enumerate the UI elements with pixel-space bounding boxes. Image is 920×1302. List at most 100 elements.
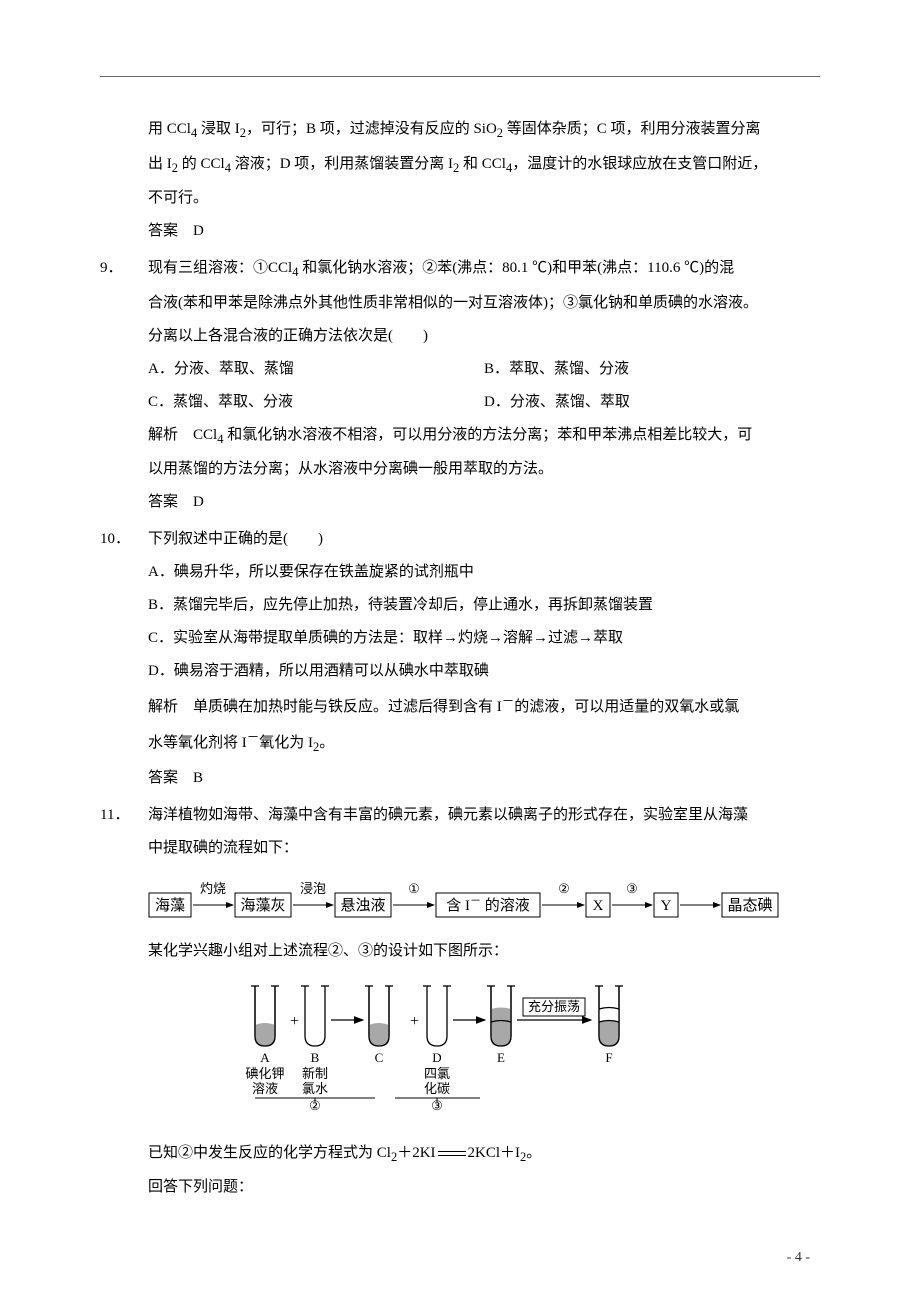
tube-sub-b2: 氯水 xyxy=(302,1081,328,1096)
q10-explanation-2: 水等氧化剂将 I－氧化为 I2。 xyxy=(148,724,820,762)
q11-after-flow: 某化学兴趣小组对上述流程②、③的设计如下图所示： xyxy=(100,935,820,968)
prev-line-2: 出 I2 的 CCl4 溶液；D 项，利用蒸馏装置分离 I2 和 CCl4，温度… xyxy=(148,148,820,183)
text: 2KCl＋I xyxy=(468,1145,521,1161)
question-9: 9． 现有三组溶液：①CCl4 和氯化钠水溶液；②苯(沸点：80.1 ℃)和甲苯… xyxy=(100,252,820,519)
text: 。 xyxy=(526,1145,541,1161)
q10-stem-row: 10． 下列叙述中正确的是( ) A．碘易升华，所以要保存在铁盖旋紧的试剂瓶中 … xyxy=(100,523,820,795)
tube-sub-d2: 化碳 xyxy=(424,1081,450,1096)
tube-label-b: B xyxy=(311,1050,320,1065)
flow-arrow-label-2: 浸泡 xyxy=(300,881,326,896)
svg-text:+: + xyxy=(410,1013,419,1030)
text: 氧化为 I xyxy=(259,735,313,751)
q10-explanation-1: 解析 单质碘在加热时能与铁反应。过滤后得到含有 I－的滤液，可以用适量的双氧水或… xyxy=(148,688,820,724)
q9-options-row-1: A．分液、萃取、蒸馏 B．萃取、蒸馏、分液 xyxy=(148,353,820,386)
q9-explanation-1: 解析 CCl4 和氯化钠水溶液不相溶，可以用分液的方法分离；苯和甲苯沸点相差比较… xyxy=(148,419,820,454)
tube-label-c: C xyxy=(375,1050,384,1065)
tube-label-d: D xyxy=(432,1050,441,1065)
flow-box-3: 悬浊液 xyxy=(340,897,385,914)
text: 用 CCl xyxy=(148,121,191,137)
flow-box-7: 晶态碘 xyxy=(727,897,772,914)
text: ＋2KI xyxy=(397,1145,435,1161)
q9-answer: 答案 D xyxy=(148,486,820,519)
text: 。 xyxy=(319,735,334,751)
q9-number: 9． xyxy=(100,252,148,519)
header-rule xyxy=(100,76,820,77)
flow-box-5: X xyxy=(593,898,604,914)
text: 已知②中发生反应的化学方程式为 Cl xyxy=(148,1145,391,1161)
q9-option-b: B．萃取、蒸馏、分液 xyxy=(484,353,820,386)
text: 解析 单质碘在加热时能与铁反应。过滤后得到含有 I xyxy=(148,699,502,715)
text: ，可行；B 项，过滤掉没有反应的 SiO xyxy=(246,121,497,137)
q9-stem-row: 9． 现有三组溶液：①CCl4 和氯化钠水溶液；②苯(沸点：80.1 ℃)和甲苯… xyxy=(100,252,820,519)
tube-sub-d1: 四氯 xyxy=(424,1066,450,1081)
eq-line xyxy=(438,1151,466,1156)
q10-stem: 下列叙述中正确的是( ) xyxy=(148,523,820,556)
tube-sub-a1: 碘化钾 xyxy=(245,1066,284,1081)
q9-option-a: A．分液、萃取、蒸馏 xyxy=(148,353,484,386)
q11-tail: 回答下列问题： xyxy=(100,1171,820,1204)
text: 解析 CCl xyxy=(148,427,217,443)
text: 水等氧化剂将 I xyxy=(148,735,247,751)
q11-body: 海洋植物如海带、海藻中含有丰富的碘元素，碘元素以碘离子的形式存在，实验室里从海藻… xyxy=(148,799,820,865)
q11-stem-1: 海洋植物如海带、海藻中含有丰富的碘元素，碘元素以碘离子的形式存在，实验室里从海藻 xyxy=(148,799,820,832)
q9-option-d: D．分液、蒸馏、萃取 xyxy=(484,386,820,419)
q10-number: 10． xyxy=(100,523,148,795)
q11-stem-2: 中提取碘的流程如下： xyxy=(148,832,820,865)
q9-stem-1: 现有三组溶液：①CCl4 和氯化钠水溶液；②苯(沸点：80.1 ℃)和甲苯(沸点… xyxy=(148,252,820,287)
text: ，温度计的水银球应放在支管口附近， xyxy=(512,156,767,172)
text: 的滤液，可以用适量的双氧水或氯 xyxy=(514,699,739,715)
q11-equation: 已知②中发生反应的化学方程式为 Cl2＋2KI2KCl＋I2。 xyxy=(100,1137,820,1172)
q9-body: 现有三组溶液：①CCl4 和氯化钠水溶液；②苯(沸点：80.1 ℃)和甲苯(沸点… xyxy=(148,252,820,519)
page: 用 CCl4 浸取 I2，可行；B 项，过滤掉没有反应的 SiO2 等固体杂质；… xyxy=(0,0,920,1302)
flow-arrow-label-4: ② xyxy=(558,881,570,896)
q10-answer: 答案 B xyxy=(148,762,820,795)
q11-number: 11． xyxy=(100,799,148,865)
q11-stem-row: 11． 海洋植物如海带、海藻中含有丰富的碘元素，碘元素以碘离子的形式存在，实验室… xyxy=(100,799,820,865)
q10-body: 下列叙述中正确的是( ) A．碘易升华，所以要保存在铁盖旋紧的试剂瓶中 B．蒸馏… xyxy=(148,523,820,795)
text: 和 CCl xyxy=(459,156,506,172)
test-tube-diagram: + + xyxy=(100,976,820,1131)
text: 的 CCl xyxy=(178,156,225,172)
text: 溶液；D 项，利用蒸馏装置分离 I xyxy=(231,156,453,172)
flow-box-6: Y xyxy=(661,898,672,914)
tube-label-f: F xyxy=(605,1050,612,1065)
flow-arrow-label-1: 灼烧 xyxy=(200,881,226,896)
question-10: 10． 下列叙述中正确的是( ) A．碘易升华，所以要保存在铁盖旋紧的试剂瓶中 … xyxy=(100,523,820,795)
text: 和氯化钠水溶液；②苯(沸点：80.1 ℃)和甲苯(沸点：110.6 ℃)的混 xyxy=(298,260,734,276)
q10-option-b: B．蒸馏完毕后，应先停止加热，待装置冷却后，停止通水，再拆卸蒸馏装置 xyxy=(148,589,820,622)
text: 和氯化钠水溶液不相溶，可以用分液的方法分离；苯和甲苯沸点相差比较大，可 xyxy=(223,427,752,443)
tube-sub-b1: 新制 xyxy=(302,1066,328,1081)
prev-line-3: 不可行。 xyxy=(148,182,820,215)
q9-options-row-2: C．蒸馏、萃取、分液 D．分液、蒸馏、萃取 xyxy=(148,386,820,419)
q10-option-d: D．碘易溶于酒精，所以用酒精可以从碘水中萃取碘 xyxy=(148,655,820,688)
tubes-svg: + + xyxy=(235,976,685,1126)
tube-label-e: E xyxy=(497,1050,505,1065)
tube-sub-a2: 溶液 xyxy=(252,1081,278,1096)
sup-minus: － xyxy=(247,730,260,744)
prev-answer: 答案 D xyxy=(148,215,820,248)
prev-line-1: 用 CCl4 浸取 I2，可行；B 项，过滤掉没有反应的 SiO2 等固体杂质；… xyxy=(148,113,820,148)
flow-box-1: 海藻 xyxy=(155,897,185,914)
q10-option-c: C．实验室从海带提取单质碘的方法是：取样→灼烧→溶解→过滤→萃取 xyxy=(148,622,820,655)
text: 现有三组溶液：①CCl xyxy=(148,260,292,276)
sup-minus: － xyxy=(502,694,515,708)
text: 出 I xyxy=(148,156,172,172)
prev-question-continuation: 用 CCl4 浸取 I2，可行；B 项，过滤掉没有反应的 SiO2 等固体杂质；… xyxy=(100,113,820,248)
flow-box-2: 海藻灰 xyxy=(240,897,285,914)
shake-label: 充分振荡 xyxy=(528,999,580,1014)
q9-stem-3: 分离以上各混合液的正确方法依次是( ) xyxy=(148,320,820,353)
svg-text:+: + xyxy=(290,1013,299,1030)
page-number: - 4 - xyxy=(787,1250,810,1266)
flow-diagram: 海藻 灼烧 海藻灰 浸泡 悬浊液 ① 含 I－ 的溶液 ② X ③ xyxy=(148,879,820,925)
flow-svg: 海藻 灼烧 海藻灰 浸泡 悬浊液 ① 含 I－ 的溶液 ② X ③ xyxy=(148,879,816,925)
text: 浸取 I xyxy=(197,121,240,137)
flow-box-4: 含 I－ 的溶液 xyxy=(446,895,530,914)
tube-label-a: A xyxy=(260,1050,270,1065)
q9-stem-2: 合液(苯和甲苯是除沸点外其他性质非常相似的一对互溶液体)；③氯化钠和单质碘的水溶… xyxy=(148,287,820,320)
flow-arrow-label-3: ① xyxy=(408,881,420,896)
flow-arrow-label-5: ③ xyxy=(626,881,638,896)
q10-option-a: A．碘易升华，所以要保存在铁盖旋紧的试剂瓶中 xyxy=(148,556,820,589)
q9-explanation-2: 以用蒸馏的方法分离；从水溶液中分离碘一般用萃取的方法。 xyxy=(148,453,820,486)
text: 等固体杂质；C 项，利用分液装置分离 xyxy=(503,121,761,137)
q9-option-c: C．蒸馏、萃取、分液 xyxy=(148,386,484,419)
